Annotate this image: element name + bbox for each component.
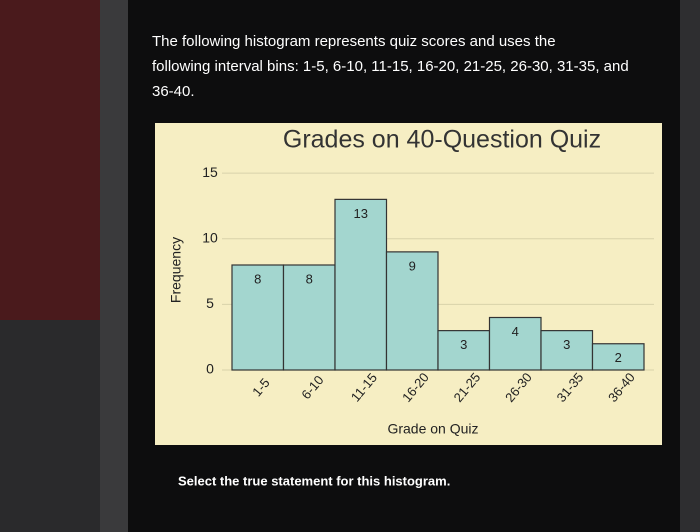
chart-title: Grades on 40-Question Quiz — [283, 126, 601, 154]
instruction: Select the true statement for this histo… — [178, 473, 450, 488]
left-edge-lower — [0, 320, 100, 532]
x-axis-label: Grade on Quiz — [387, 421, 478, 437]
value-label: 13 — [354, 206, 368, 221]
value-label: 9 — [409, 258, 416, 273]
value-label: 2 — [615, 350, 622, 365]
question-line: The following histogram represents quiz … — [152, 33, 556, 50]
bar — [540, 330, 594, 371]
y-tick-label: 15 — [202, 164, 218, 180]
y-tick-label: 5 — [206, 295, 214, 311]
y-tick-label: 10 — [202, 229, 218, 245]
bar — [334, 198, 388, 371]
y-axis-label: Frequency — [168, 237, 184, 303]
bar — [591, 343, 645, 371]
value-label: 8 — [254, 271, 261, 286]
bar — [385, 251, 439, 371]
bar — [437, 330, 491, 371]
bar — [488, 316, 542, 371]
value-label: 8 — [306, 271, 313, 286]
value-label: 4 — [512, 324, 519, 339]
value-label: 3 — [563, 337, 570, 352]
question-line: 36-40. — [152, 83, 195, 100]
value-label: 3 — [460, 337, 467, 352]
bar — [282, 264, 336, 371]
right-edge — [680, 0, 700, 532]
question: The following histogram represents quiz … — [152, 33, 629, 100]
y-tick-label: 0 — [206, 361, 214, 377]
screen-bezel — [100, 0, 128, 532]
question-line: following interval bins: 1-5, 6-10, 11-1… — [152, 58, 629, 75]
